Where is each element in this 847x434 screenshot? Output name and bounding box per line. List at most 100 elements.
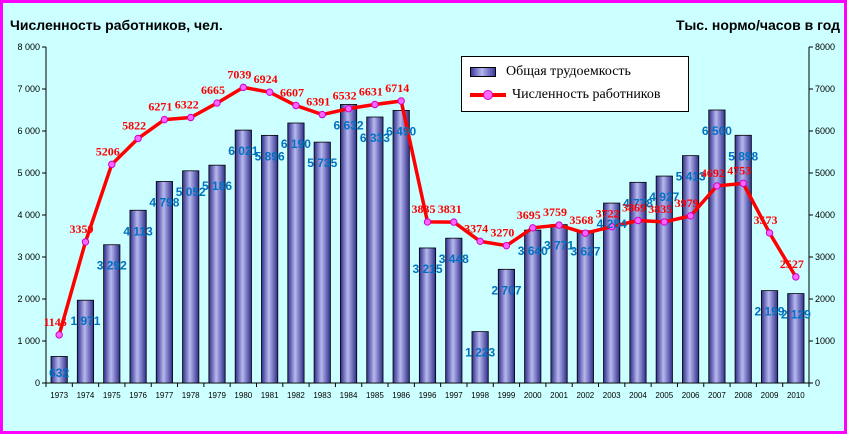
bar-value-label: 4 284: [597, 217, 627, 231]
line-value-label: 6391: [306, 95, 330, 109]
bar: [708, 109, 726, 384]
x-tick-label: 1983: [313, 391, 331, 400]
x-tick-label: 1979: [208, 391, 226, 400]
y-tick-label-left: 7 000: [17, 84, 40, 94]
bar: [603, 202, 621, 384]
y-tick-label-right: 4000: [815, 210, 835, 220]
x-tick-label: 2005: [655, 391, 673, 400]
chart-frame: 0 1 000 2 000 3 000 4 000 5 000 6 000 7 000 8 00…: [3, 3, 844, 431]
line-marker: [292, 101, 300, 110]
bar: [760, 290, 779, 384]
bar-value-label: 5 896: [255, 149, 285, 163]
line-value-label: 4692: [701, 166, 725, 180]
line-value-label: 5206: [96, 144, 120, 158]
bar: [208, 164, 226, 384]
bar-value-label: 6 500: [702, 124, 732, 138]
line-marker: [686, 212, 695, 220]
line-value-label: 3359: [69, 222, 93, 236]
x-tick-label: 1997: [445, 391, 463, 400]
x-tick-label: 1999: [498, 391, 516, 400]
line-value-label: 1146: [43, 315, 66, 329]
line-marker: [555, 221, 563, 229]
bar-value-label: 6 021: [228, 144, 258, 158]
bar: [103, 244, 121, 384]
legend-line-swatch: [470, 90, 506, 100]
line-marker: [713, 182, 721, 190]
y-tick-label-left: 3 000: [17, 252, 40, 262]
bar: [497, 268, 515, 384]
bar: [629, 181, 647, 384]
line-marker: [344, 104, 353, 113]
line-value-label: 5822: [122, 118, 146, 132]
y-tick-label-right: 5000: [815, 168, 835, 178]
y-tick-label-right: 7000: [815, 84, 835, 94]
bar: [471, 331, 489, 384]
bar-value-label: 6 190: [281, 137, 311, 151]
bar-value-label: 3 292: [97, 259, 127, 273]
line-marker: [265, 88, 274, 96]
bar-value-label: 3 771: [544, 239, 574, 253]
x-tick-label: 2004: [629, 391, 647, 400]
bar-value-label: 3 627: [570, 245, 600, 259]
chart-legend: Общая трудоемкость Численность работнико…: [461, 56, 689, 112]
line-marker: [397, 97, 405, 105]
line-value-label: 6924: [254, 72, 278, 86]
bar: [234, 129, 252, 384]
left-axis-title: Численность работников, чел.: [10, 17, 223, 33]
legend-item-line: Численность работников: [470, 85, 661, 105]
x-tick-label: 2009: [761, 391, 779, 400]
x-tick-label: 1977: [155, 391, 173, 400]
x-tick-label: 1985: [366, 391, 384, 400]
y-tick-label-left: 6 000: [17, 126, 40, 136]
line-value-label: 3869: [622, 201, 646, 215]
bar-value-label: 5 898: [728, 149, 758, 163]
y-tick-label-left: 4 000: [17, 210, 40, 220]
bar: [340, 104, 358, 384]
line-marker: [213, 99, 221, 107]
x-tick-label: 2007: [708, 391, 726, 400]
line-value-label: 3979: [675, 196, 699, 210]
y-tick-label-left: 5 000: [17, 168, 40, 178]
x-tick-label: 1986: [392, 391, 410, 400]
line-marker: [581, 229, 590, 237]
bar: [261, 134, 279, 384]
line-marker: [160, 115, 169, 124]
bar-value-label: 5 413: [676, 170, 706, 184]
legend-line-label: Численность работников: [512, 87, 661, 102]
bar: [182, 170, 200, 384]
line-value-label: 3831: [438, 202, 462, 216]
line-marker: [502, 241, 511, 250]
legend-bar-label: Общая трудоемкость: [506, 64, 631, 79]
bar: [155, 181, 173, 384]
bar-value-label: 5 735: [307, 156, 337, 170]
bar: [76, 299, 95, 384]
line-value-label: 6714: [385, 81, 409, 95]
bar: [287, 122, 305, 384]
bar: [392, 110, 410, 384]
bar-value-label: 4 798: [149, 195, 179, 209]
bar-value-label: 6 632: [334, 118, 364, 132]
line-value-label: 6631: [359, 84, 383, 98]
line-marker: [187, 113, 195, 122]
y-tick-label-left: 0: [35, 378, 40, 388]
x-tick-label: 2002: [576, 391, 594, 400]
bar-value-label: 4 927: [649, 190, 679, 204]
line-marker: [318, 110, 326, 119]
x-tick-label: 1978: [182, 391, 200, 400]
bar-value-label: 3 640: [518, 244, 548, 258]
y-tick-label-left: 1 000: [17, 336, 40, 346]
bar: [655, 175, 673, 384]
line-value-label: 3835: [412, 202, 436, 216]
bar-value-label: 5 052: [176, 185, 206, 199]
line-value-label: 6607: [280, 86, 304, 100]
x-tick-label: 1980: [234, 391, 252, 400]
bar: [366, 116, 384, 384]
y-tick-label-right: 1000: [815, 336, 835, 346]
line-marker: [529, 224, 537, 232]
line-marker: [81, 238, 90, 246]
right-axis-title: Тыс. нормо/часов в год: [675, 17, 840, 33]
bar-value-label: 6 490: [386, 124, 416, 138]
line-marker: [239, 83, 248, 92]
line-marker: [423, 218, 432, 226]
x-tick-label: 1976: [129, 391, 147, 400]
